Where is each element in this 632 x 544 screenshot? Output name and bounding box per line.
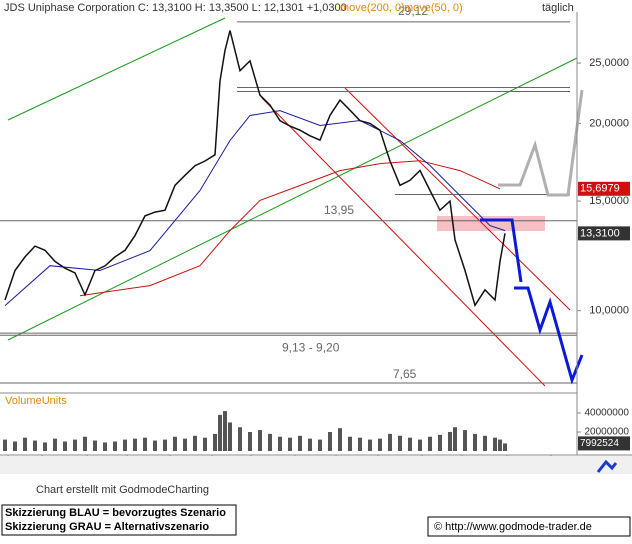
x-axis-band: [0, 456, 632, 474]
volume-bar: [223, 411, 227, 451]
volume-bar: [378, 438, 382, 451]
volume-bar: [173, 436, 177, 451]
note: Skizzierung GRAU = Alternativszenario: [5, 521, 209, 533]
price-badge-label: 15,6979: [580, 183, 620, 195]
volume-bar: [408, 437, 412, 451]
volume-bar: [448, 431, 452, 451]
y-tick-label: 20,0000: [589, 117, 629, 129]
volume-bar: [123, 439, 127, 451]
scenario-blue: [480, 218, 523, 283]
y-tick-label: 20000000: [585, 427, 630, 438]
volume-bar: [193, 435, 197, 451]
price-panel: [437, 216, 545, 231]
volume-bar: [398, 435, 402, 451]
price-badge: [578, 226, 630, 241]
chart-title: JDS Uniphase Corporation C: 13,3100 H: 1…: [4, 2, 347, 14]
volume-badge: [578, 436, 630, 451]
volume-bar: [23, 437, 27, 451]
source: © http://www.godmode-trader.de: [434, 521, 592, 533]
level-label: 29,12: [398, 4, 428, 18]
trendlines: [7, 17, 578, 387]
source-box: [427, 516, 631, 537]
volume-bar: [503, 443, 507, 451]
volume-bar: [318, 439, 322, 451]
volume-bar: [103, 442, 107, 451]
note: Skizzierung BLAU = bevorzugtes Szenario: [5, 507, 226, 519]
volume-bar: [388, 433, 392, 451]
icon: [596, 459, 618, 473]
volume-bar: [3, 439, 7, 451]
price-badge: [578, 181, 630, 196]
volume-bar: [163, 439, 167, 451]
y-tick-label: 10,0000: [589, 305, 629, 317]
volume-bar: [483, 435, 487, 451]
trendline: [7, 57, 578, 341]
volume-bar: [473, 433, 477, 451]
moving-average: [79, 160, 501, 297]
volume-bar: [33, 440, 37, 451]
volume-bar: [43, 442, 47, 451]
volume-bar: [258, 430, 262, 451]
trendline: [344, 87, 571, 311]
moving-average: [4, 110, 506, 306]
y-tick-label: 15,0000: [589, 195, 629, 207]
volume-bar: [368, 439, 372, 451]
volume-bar: [348, 436, 352, 451]
volume-bar: [248, 431, 252, 451]
credit: Chart erstellt mit GodmodeCharting: [36, 484, 209, 496]
volume-bar: [153, 440, 157, 451]
volume-bar: [358, 437, 362, 451]
volume-bar: [298, 435, 302, 451]
price-line: [4, 30, 506, 308]
volume-bar: [218, 414, 222, 451]
volume-bar: [493, 437, 497, 451]
volume-bar: [93, 440, 97, 451]
volume-bar: [228, 422, 232, 451]
y-tick-label: 25,0000: [589, 57, 629, 69]
volume-bar: [183, 438, 187, 451]
level-label: 13,95: [324, 203, 354, 217]
scenario-grey: [498, 89, 584, 197]
trendline: [261, 97, 546, 387]
price-badge-label: 13,3100: [580, 227, 620, 239]
volume-bar: [308, 438, 312, 451]
volume-bar: [83, 436, 87, 451]
volume-bar: [73, 439, 77, 451]
volume-bar: [438, 434, 442, 451]
legend-entry: move(50, 0): [404, 2, 463, 14]
note-box: [1, 504, 237, 536]
volume-bar: [428, 436, 432, 451]
volume-bar: [453, 427, 457, 451]
volume-bar: [498, 439, 502, 451]
trendline: [7, 17, 226, 121]
volume-bar: [53, 438, 57, 451]
volume-bar: [133, 438, 137, 451]
volume-badge-label: 7992524: [580, 438, 619, 449]
volume-bar: [13, 441, 17, 451]
level-label: 7,65: [393, 367, 417, 381]
volume-bar: [463, 430, 467, 451]
volume-bar: [213, 433, 217, 451]
volume-bar: [268, 433, 272, 451]
volume-bar: [143, 437, 147, 451]
volume-bar: [63, 441, 67, 451]
period: täglich: [542, 2, 574, 14]
y-tick-label: 40000000: [585, 408, 630, 419]
volume-bar: [278, 436, 282, 451]
legend-entry: move(200, 0): [340, 2, 405, 14]
volume-bar: [338, 428, 342, 451]
volume-bar: [328, 431, 332, 451]
level-label: 9,13 - 9,20: [282, 340, 340, 354]
volume-bar: [288, 437, 292, 451]
volume-bar: [238, 427, 242, 451]
scenario-blue: [514, 286, 584, 385]
volume-label: VolumeUnits: [5, 395, 67, 407]
volume-bar: [113, 441, 117, 451]
resistance-zone: [437, 216, 545, 231]
volume-bar: [203, 437, 207, 451]
volume-bar: [418, 439, 422, 451]
